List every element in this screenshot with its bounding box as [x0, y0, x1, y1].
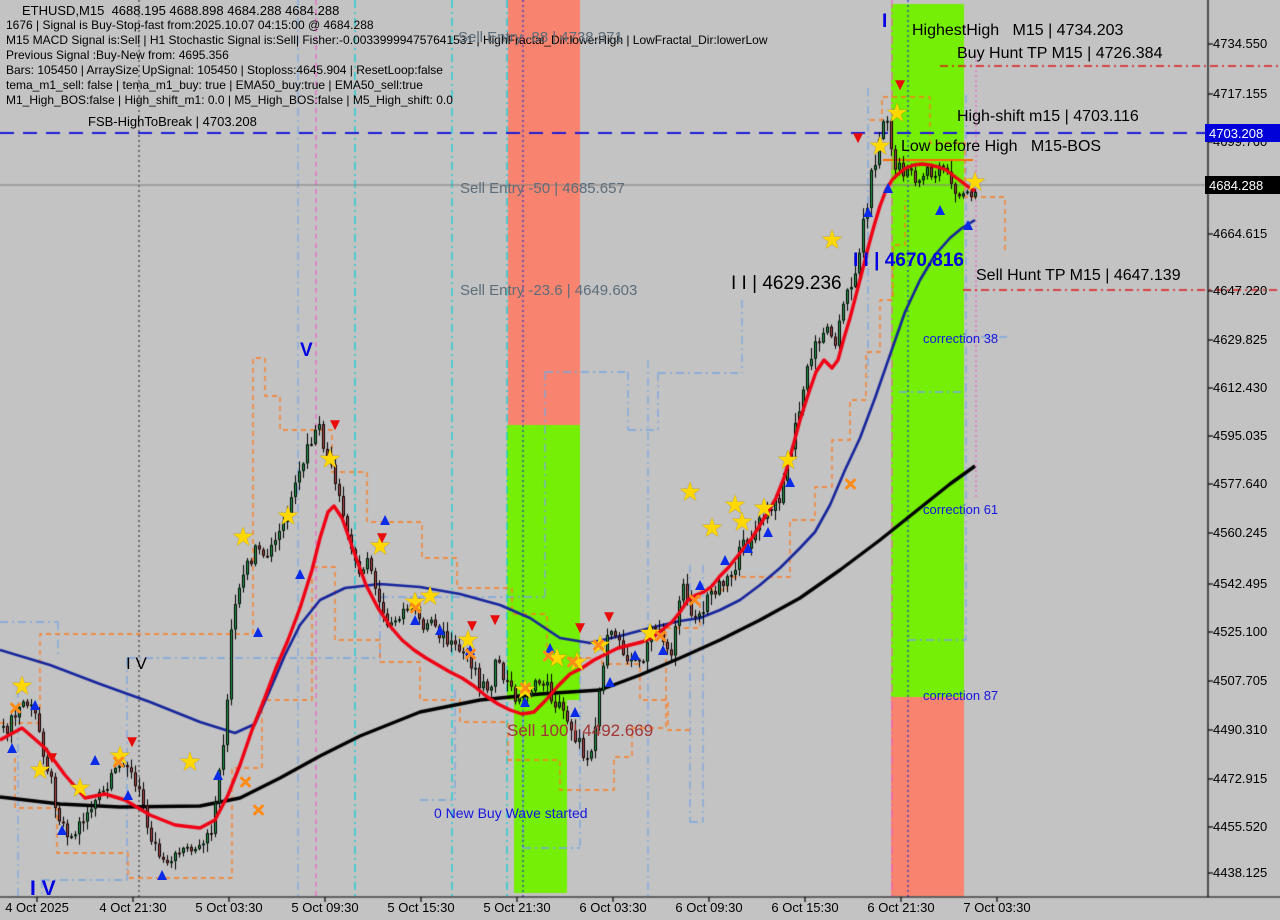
- price-axis-label: 4455.520: [1213, 819, 1268, 834]
- annotation-label: High-shift m15 | 4703.116: [957, 108, 1139, 125]
- info-line-2: M15 MACD Signal is:Sell | H1 Stochastic …: [6, 33, 768, 47]
- price-axis-label: 4664.615: [1213, 226, 1268, 241]
- annotation-label: correction 87: [923, 688, 999, 703]
- price-axis-label: 4542.495: [1213, 576, 1268, 591]
- annotation-label: Sell Entry -88 | 4738.371: [458, 29, 623, 46]
- price-axis-label: 4717.155: [1213, 86, 1268, 101]
- time-axis-label: 5 Oct 03:30: [195, 900, 263, 915]
- annotation-label: I I | 4670.816: [853, 250, 964, 271]
- annotation-label: Low before High M15-BOS: [901, 138, 1102, 155]
- price-axis-label: 4612.430: [1213, 380, 1268, 395]
- annotation-label: FSB-HighToBreak | 4703.208: [88, 114, 257, 129]
- price-axis-label: 4595.035: [1213, 428, 1268, 443]
- time-axis-label: 5 Oct 21:30: [483, 900, 551, 915]
- annotation-label: I I | 4629.236: [731, 273, 842, 294]
- price-axis-label: 4629.825: [1213, 332, 1268, 347]
- annotation-label: I V: [126, 654, 147, 673]
- time-axis-label: 4 Oct 2025: [5, 900, 69, 915]
- annotation-label: Sell Entry -50 | 4685.657: [460, 180, 625, 197]
- price-axis-label: 4438.125: [1213, 865, 1268, 880]
- annotation-label: I: [882, 11, 888, 32]
- annotation-label: Sell Entry -23.6 | 4649.603: [460, 282, 638, 299]
- annotation-label: 0 New Buy Wave started: [434, 805, 588, 821]
- time-axis-label: 6 Oct 21:30: [867, 900, 935, 915]
- annotation-label: Sell 100 | 4492.669: [507, 721, 654, 740]
- time-axis-label: 7 Oct 03:30: [963, 900, 1031, 915]
- info-line-0: ETHUSD,M15 4688.195 4688.898 4684.288 46…: [22, 3, 340, 18]
- price-axis-label: 4577.640: [1213, 476, 1268, 491]
- annotation-label: correction 38: [923, 331, 999, 346]
- annotation-label: V: [300, 340, 313, 361]
- price-axis-label: 4490.310: [1213, 722, 1268, 737]
- annotation-label: HighestHigh M15 | 4734.203: [912, 22, 1124, 39]
- time-axis-label: 6 Oct 15:30: [771, 900, 839, 915]
- price-axis-label: 4647.220: [1213, 283, 1268, 298]
- info-line-5: tema_m1_sell: false | tema_m1_buy: true …: [6, 78, 423, 92]
- price-axis-label: 4472.915: [1213, 771, 1268, 786]
- annotation-label: I V: [30, 877, 56, 900]
- annotation-label: correction 61: [923, 502, 999, 517]
- info-line-4: Bars: 105450 | ArraySize UpSignal: 10545…: [6, 63, 443, 77]
- time-axis-label: 6 Oct 03:30: [579, 900, 647, 915]
- price-tag: 4684.288: [1205, 176, 1280, 194]
- time-axis-label: 6 Oct 09:30: [675, 900, 743, 915]
- price-axis-label: 4560.245: [1213, 525, 1268, 540]
- time-axis-label: 5 Oct 15:30: [387, 900, 455, 915]
- time-axis-label: 5 Oct 09:30: [291, 900, 359, 915]
- info-line-3: Previous Signal :Buy-New from: 4695.356: [6, 48, 229, 62]
- annotation-label: Buy Hunt TP M15 | 4726.384: [957, 45, 1163, 62]
- price-tag: 4703.208: [1205, 124, 1280, 142]
- info-line-1: 1676 | Signal is Buy-Stop-fast from:2025…: [6, 18, 374, 32]
- annotation-label: Sell Hunt TP M15 | 4647.139: [976, 267, 1181, 284]
- info-line-6: M1_High_BOS:false | High_shift_m1: 0.0 |…: [6, 93, 453, 107]
- price-axis-label: 4507.705: [1213, 673, 1268, 688]
- price-axis-label: 4734.550: [1213, 36, 1268, 51]
- time-axis-label: 4 Oct 21:30: [99, 900, 167, 915]
- price-axis-label: 4525.100: [1213, 624, 1268, 639]
